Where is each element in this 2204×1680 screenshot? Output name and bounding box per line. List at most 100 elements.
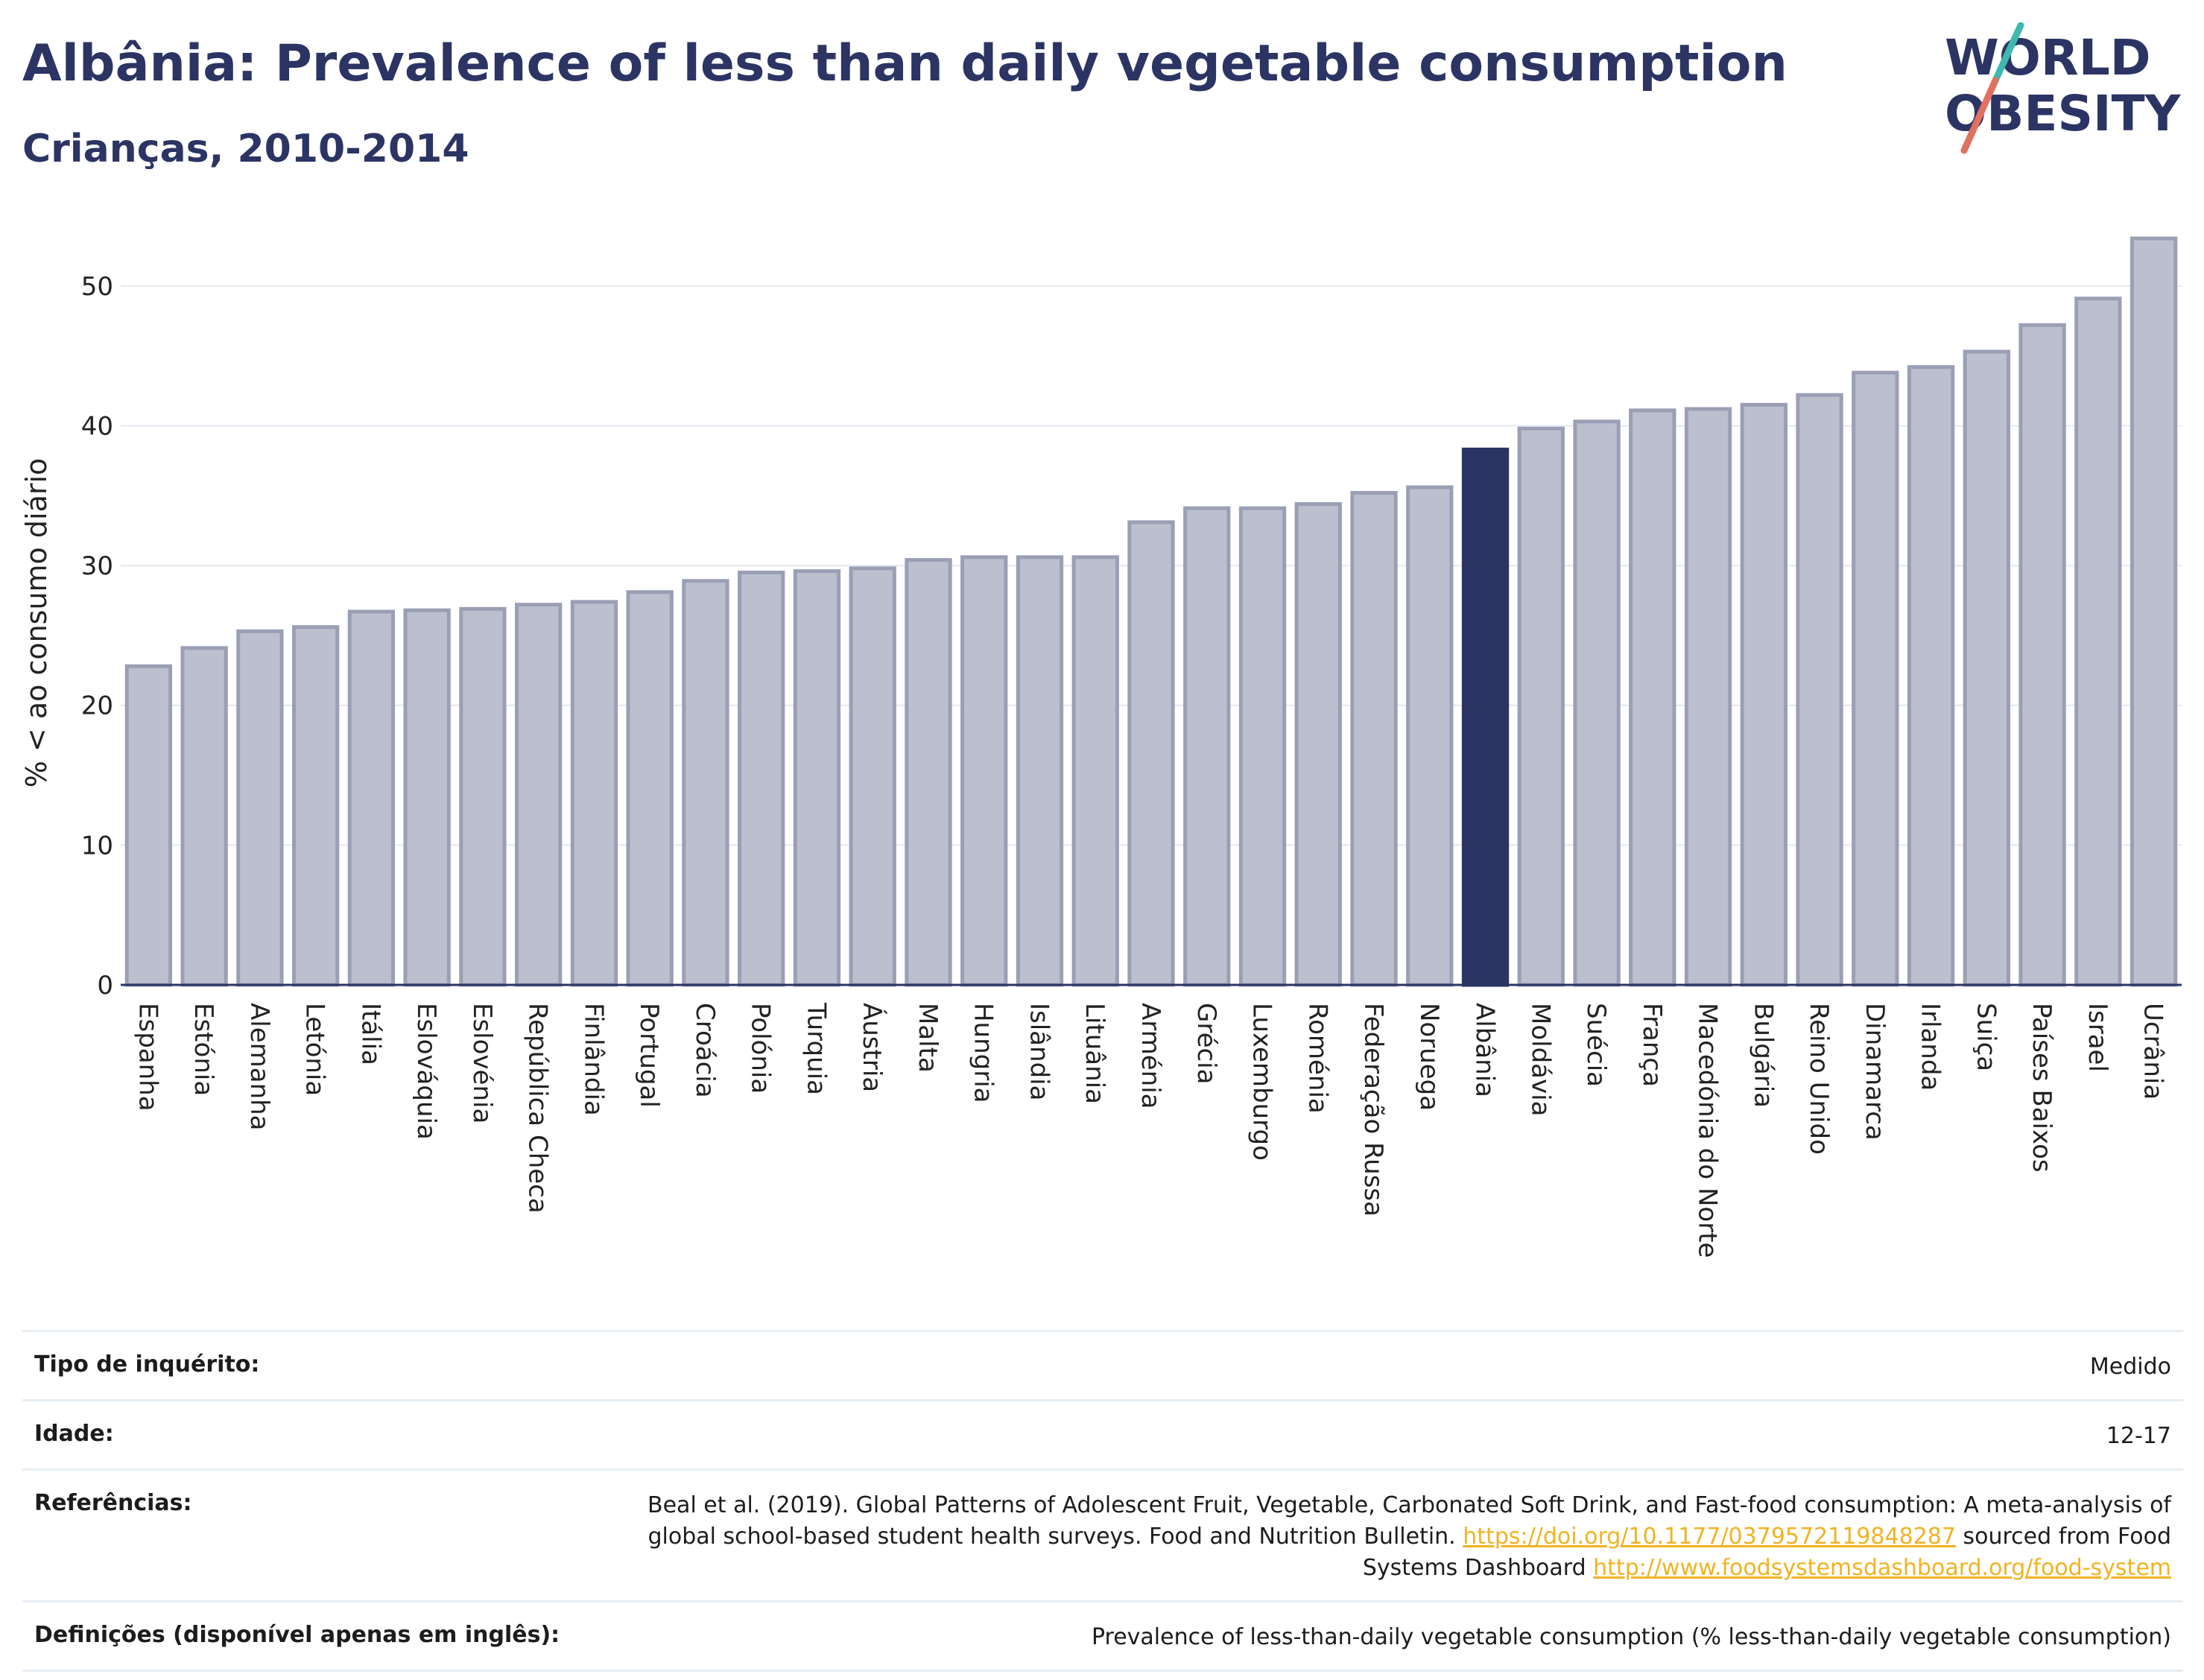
bar [1796, 393, 1843, 987]
x-tick-label: Bulgária [1748, 1003, 1778, 1108]
bar [1461, 447, 1510, 987]
x-tick-label: França [1637, 1003, 1667, 1087]
bar [682, 579, 729, 987]
x-tick-label: Estónia [189, 1003, 218, 1096]
bar [626, 590, 674, 987]
survey-type-label: Tipo de inquérito: [34, 1351, 260, 1378]
x-tick-label: Itália [355, 1003, 385, 1065]
x-tick-label: Eslováquia [411, 1003, 441, 1140]
bar [1907, 365, 1955, 987]
x-tick-label: Áustria [857, 1003, 887, 1092]
x-tick-label: Finlândia [578, 1003, 608, 1116]
x-tick-label: Moldávia [1525, 1003, 1555, 1116]
bar [1071, 555, 1119, 987]
world-obesity-logo[interactable]: WORLD OBESITY [1937, 22, 2191, 156]
x-tick-label: Federação Russa [1358, 1003, 1388, 1217]
doi-link[interactable]: https://doi.org/10.1177/0379572119848287 [1463, 1524, 1956, 1550]
y-tick-label: 30 [81, 551, 113, 581]
bar [1183, 506, 1231, 987]
bar [1238, 506, 1287, 987]
x-tick-label: Islândia [1024, 1003, 1054, 1100]
bar [1350, 491, 1398, 987]
bar [2018, 323, 2066, 987]
bar [291, 625, 340, 987]
info-table: Tipo de inquérito: Medido Idade: 12-17 R… [22, 1330, 2183, 1672]
y-tick-label: 0 [97, 971, 113, 1001]
survey-type-value: Medido [2089, 1354, 2171, 1380]
x-tick-label: Hungria [969, 1003, 998, 1103]
x-axis-labels: Espanha Estónia Alemanha Letónia Itália Eslov… [133, 1002, 2167, 1258]
x-tick-label: Ucrânia [2138, 1003, 2168, 1100]
y-tick-label: 50 [81, 272, 113, 302]
bar [1406, 485, 1454, 987]
bar [515, 603, 563, 987]
references-value: Beal et al. (2019). Global Patterns of A… [621, 1490, 2171, 1584]
x-tick-label: Roménia [1302, 1003, 1332, 1114]
logo-line1: WORLD [1945, 29, 2151, 86]
references-text-1: Beal et al. (2019). Global Patterns of A… [647, 1492, 2171, 1550]
x-tick-label: Noruega [1414, 1003, 1444, 1111]
bar [960, 555, 1008, 987]
age-label: Idade: [34, 1421, 114, 1447]
food-systems-link[interactable]: http://www.foodsystemsdashboard.org/food… [1593, 1555, 2171, 1581]
x-tick-label: Irlanda [1916, 1003, 1945, 1091]
x-tick-label: Reino Unido [1804, 1003, 1834, 1155]
x-tick-label: Portugal [634, 1003, 664, 1108]
x-tick-label: Polónia [746, 1003, 776, 1094]
bar [1684, 407, 1732, 987]
y-axis-title: % < ao consumo diário [20, 458, 53, 788]
bar [1016, 555, 1064, 987]
x-tick-label: Albânia [1470, 1003, 1500, 1097]
x-tick-label: Espanha [133, 1003, 162, 1112]
age-value: 12-17 [2106, 1423, 2171, 1449]
bar [403, 608, 451, 987]
bar [1573, 419, 1621, 987]
bar [905, 558, 952, 987]
bar [459, 606, 507, 987]
bar [180, 646, 228, 987]
bar [570, 600, 618, 987]
x-tick-label: Turquia [801, 1002, 831, 1095]
bar [124, 664, 173, 987]
info-row-survey-type: Tipo de inquérito: Medido [22, 1330, 2183, 1399]
y-tick-label: 10 [81, 831, 113, 860]
bar [1127, 520, 1175, 987]
y-tick-label: 20 [81, 691, 113, 721]
chart-title: Albânia: Prevalence of less than daily v… [22, 34, 1787, 93]
x-tick-label: Israel [2083, 1003, 2112, 1072]
x-tick-label: Alemanha [244, 1003, 274, 1131]
references-text-2: sourced from Food Systems Dashboard [1362, 1524, 2171, 1581]
bar [2129, 236, 2178, 987]
x-tick-label: Luxemburgo [1247, 1003, 1277, 1161]
bar [1629, 408, 1676, 987]
bar [236, 629, 284, 987]
x-tick-label: Suiça [1971, 1003, 2001, 1071]
definitions-label: Definições (disponível apenas em inglês)… [34, 1622, 560, 1648]
bar [347, 609, 396, 987]
logo-slash-teal [1992, 22, 2024, 84]
info-row-definitions: Definições (disponível apenas em inglês)… [22, 1600, 2183, 1672]
references-label: Referências: [34, 1490, 192, 1516]
info-row-references: Referências: Beal et al. (2019). Global … [22, 1468, 2183, 1600]
chart-subtitle: Crianças, 2010-2014 [22, 127, 469, 171]
x-tick-label: Grécia [1191, 1003, 1221, 1084]
x-tick-label: Dinamarca [1860, 1003, 1890, 1141]
bar [1852, 370, 1899, 987]
bar [1294, 502, 1342, 987]
bar [2074, 297, 2122, 987]
x-tick-label: Croácia [690, 1003, 720, 1098]
y-axis-ticks: 0 10 20 30 40 50 [81, 272, 113, 1001]
x-tick-label: Macedónia do Norte [1693, 1003, 1723, 1258]
info-row-age: Idade: 12-17 [22, 1399, 2183, 1468]
bar [738, 570, 785, 987]
logo-slash-coral [1960, 77, 1999, 154]
bar [1963, 349, 2011, 987]
x-tick-label: Malta [913, 1003, 943, 1073]
bar [793, 569, 841, 987]
x-tick-label: Países Baixos [2027, 1003, 2056, 1173]
bar [849, 566, 896, 987]
x-tick-label: Suécia [1581, 1003, 1611, 1087]
x-tick-label: República Checa [523, 1003, 553, 1214]
definitions-value: Prevalence of less-than-daily vegetable … [1091, 1624, 2171, 1650]
bar [1740, 402, 1787, 987]
